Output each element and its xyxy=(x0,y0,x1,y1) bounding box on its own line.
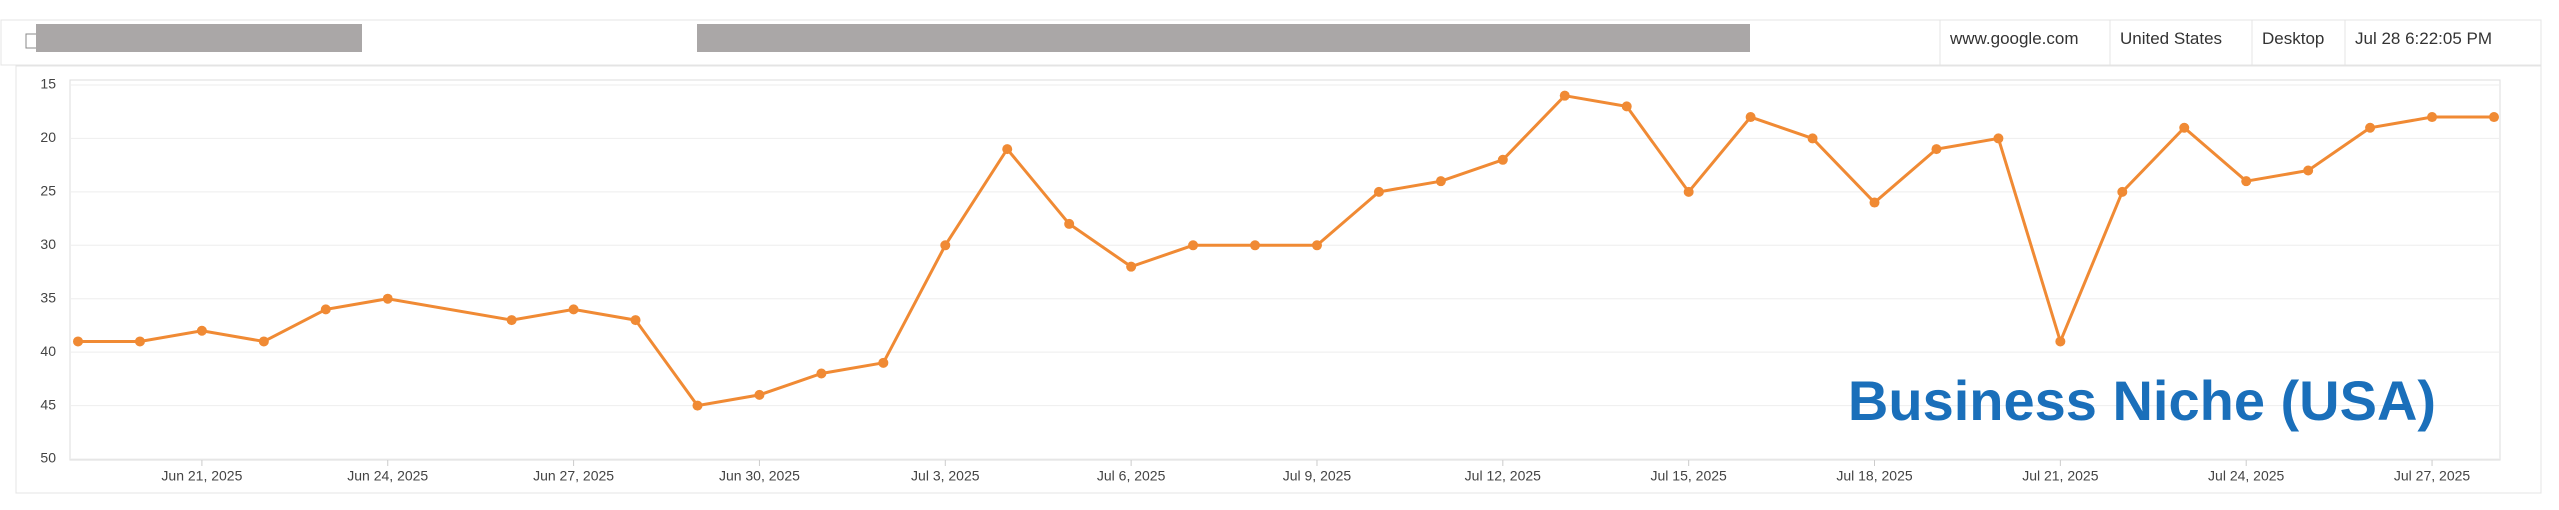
x-tick-label: Jul 18, 2025 xyxy=(1836,468,1912,484)
annotation: Business Niche (USA) xyxy=(1848,369,2436,432)
point xyxy=(816,368,827,379)
y-tick-label: 45 xyxy=(40,396,56,412)
point xyxy=(2365,122,2376,133)
y-tick-label: 35 xyxy=(40,289,56,305)
point xyxy=(940,240,951,251)
point xyxy=(258,336,269,347)
x-tick-label: Jul 6, 2025 xyxy=(1097,468,1166,484)
point xyxy=(568,304,579,315)
y-tick-label: 40 xyxy=(40,343,56,359)
y-tick-label: 15 xyxy=(40,76,56,92)
point xyxy=(1869,197,1880,208)
point xyxy=(878,357,889,368)
point xyxy=(2489,112,2499,123)
x-tick-label: Jul 21, 2025 xyxy=(2022,468,2098,484)
point xyxy=(1126,261,1137,272)
x-tick-label: Jun 30, 2025 xyxy=(719,468,800,484)
point xyxy=(1250,240,1261,251)
search-engine: www.google.com xyxy=(1949,29,2079,48)
point xyxy=(382,293,393,304)
point xyxy=(692,400,703,411)
point xyxy=(2055,336,2066,347)
point xyxy=(1931,144,1942,155)
point xyxy=(134,336,145,347)
y-tick-label: 50 xyxy=(40,450,56,466)
point xyxy=(630,315,641,326)
point xyxy=(1745,112,1756,123)
point xyxy=(2427,112,2438,123)
redacted-url xyxy=(697,24,1750,52)
x-tick-label: Jul 9, 2025 xyxy=(1283,468,1352,484)
point xyxy=(1683,186,1694,197)
point xyxy=(2241,176,2252,187)
y-tick-label: 20 xyxy=(40,129,56,145)
y-tick-label: 30 xyxy=(40,236,56,252)
x-tick-label: Jun 27, 2025 xyxy=(533,468,614,484)
redacted-keyword xyxy=(36,24,362,52)
point xyxy=(1435,176,1446,187)
point xyxy=(2117,186,2128,197)
point xyxy=(1064,218,1075,229)
x-tick-label: Jun 21, 2025 xyxy=(161,468,242,484)
point xyxy=(196,325,207,336)
x-tick-label: Jul 12, 2025 xyxy=(1465,468,1541,484)
point xyxy=(1559,90,1570,101)
point xyxy=(1373,186,1384,197)
point xyxy=(1188,240,1199,251)
x-tick-label: Jul 27, 2025 xyxy=(2394,468,2470,484)
checked-at: Jul 28 6:22:05 PM xyxy=(2355,29,2492,48)
point xyxy=(1621,101,1632,112)
point xyxy=(2303,165,2314,176)
point xyxy=(506,315,517,326)
x-tick-label: Jul 24, 2025 xyxy=(2208,468,2284,484)
point xyxy=(73,336,83,347)
point xyxy=(1311,240,1322,251)
point xyxy=(1993,133,2004,144)
point xyxy=(1807,133,1818,144)
x-tick-label: Jul 3, 2025 xyxy=(911,468,980,484)
plot-frame xyxy=(69,79,2501,461)
country: United States xyxy=(2120,29,2222,48)
device: Desktop xyxy=(2262,29,2324,48)
chart-panel xyxy=(15,65,2542,494)
point xyxy=(2179,122,2190,133)
point xyxy=(754,389,765,400)
point xyxy=(320,304,331,315)
point xyxy=(1497,154,1508,165)
point xyxy=(1002,144,1013,155)
y-tick-label: 25 xyxy=(40,183,56,199)
x-tick-label: Jul 15, 2025 xyxy=(1651,468,1727,484)
x-tick-label: Jun 24, 2025 xyxy=(347,468,428,484)
